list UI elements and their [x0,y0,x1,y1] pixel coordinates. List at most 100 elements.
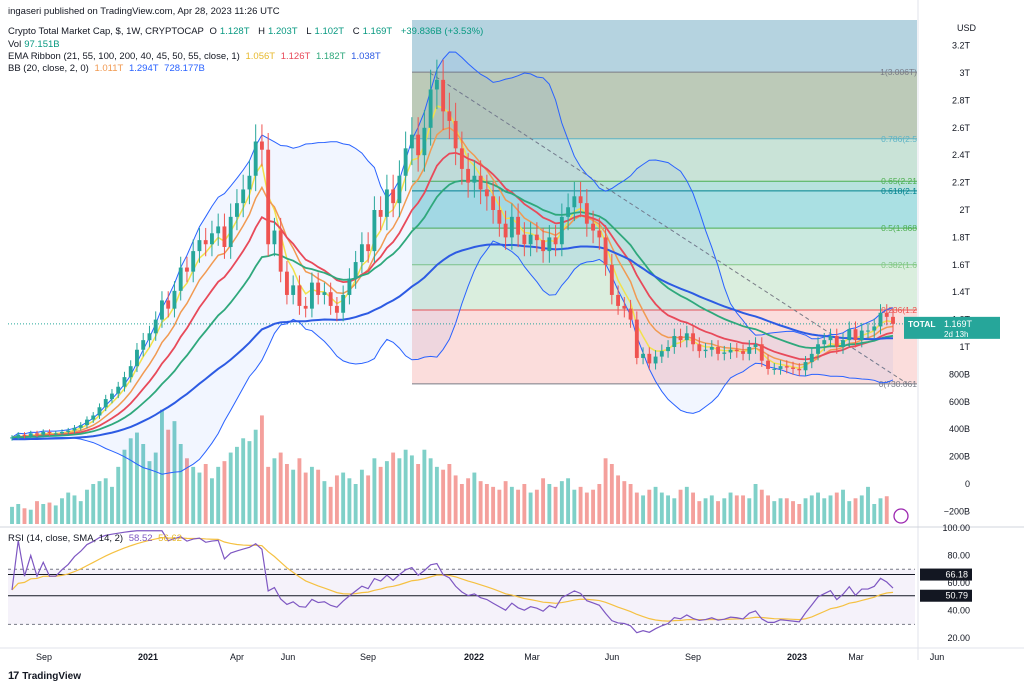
tradingview-logo[interactable]: 17 TradingView [8,670,81,682]
last-price-tag [904,316,1000,339]
volume-bar [459,484,464,524]
candle [384,189,389,217]
candle [597,230,602,238]
volume-bar [616,475,621,524]
candle [416,134,421,156]
candle [641,353,646,358]
volume-bar [884,496,889,524]
candle [628,308,633,320]
volume-bar [278,452,283,524]
candle [759,344,764,361]
volume-bar [822,498,827,524]
last-price-countdown: 2d 13h [944,330,968,339]
volume-bar [85,489,89,524]
volume-bar [22,508,27,524]
volume-legend[interactable]: Vol 97.151B [8,39,63,51]
candle [441,79,446,112]
candle [741,351,745,354]
candle [91,415,96,420]
volume-bar [160,409,164,524]
rsi-tick-label: 60.00 [947,578,970,588]
volume-bar [41,504,46,524]
candle [884,312,889,317]
candle [634,319,639,358]
volume-bar [297,458,302,524]
price-tick-label: 3T [959,68,970,78]
candle [253,141,258,176]
volume-bar [641,495,646,524]
volume-bar [534,489,539,524]
candle [797,368,802,371]
bb-value-upper: 1.294T [128,63,159,74]
rsi-legend[interactable]: RSI (14, close, SMA, 14, 2) 58.52 56.62 [8,533,185,545]
volume-bar [684,486,689,524]
candle [372,210,377,252]
candle [153,319,158,334]
candle [503,223,508,238]
fib-zone-5 [412,264,917,311]
candle [85,419,89,426]
volume-bar [103,478,108,524]
candle [509,216,514,238]
candle [116,386,121,394]
candle [316,282,321,295]
candle [391,189,396,204]
ema-ribbon-55 [11,126,894,439]
candle [453,120,458,149]
candle [816,344,820,354]
volume-bar [28,509,33,524]
rsi-sma-tag [920,589,972,602]
ema-legend[interactable]: EMA Ribbon (21, 55, 100, 200, 40, 45, 50… [8,51,384,63]
candle [309,282,314,309]
volume-bar [284,464,289,524]
volume-bar [185,458,189,524]
candle [553,237,558,245]
volume-bar [222,461,227,524]
volume-bar [422,449,427,524]
candle [703,349,708,352]
volume-bar [60,498,64,524]
candle [60,431,64,434]
last-price-value: 1.169T [944,319,973,329]
candle [872,326,877,331]
symbol-legend[interactable]: Crypto Total Market Cap, $, 1W, CRYPTOCA… [8,26,486,38]
volume-bar [522,484,527,524]
candle [809,353,814,363]
fib-label-2: 0.65(2.21 [881,176,917,186]
candle [859,330,864,341]
volume-bar [666,495,671,524]
fib-zone-2 [412,181,917,191]
price-axis-unit: USD [957,23,977,33]
ohlc-change: +39.836B (+3.53%) [400,26,484,37]
candle [291,285,296,295]
volume-bar [797,504,802,524]
price-tick-label: 1.4T [952,287,971,297]
rsi-tick-label: 80.00 [947,551,970,561]
rsi-label: RSI (14, close, SMA, 14, 2) [8,533,124,544]
volume-bar [628,484,633,524]
volume-bar [578,486,583,524]
volume-bar [691,492,695,524]
candle [110,393,114,400]
volume-bar [16,504,21,524]
ema-value-3: 1.182T [315,51,346,62]
candle [16,434,21,438]
volume-bar [166,429,171,524]
candle [853,329,858,341]
price-tick-label: 1.8T [952,232,971,242]
volume-bar [509,486,514,524]
candle [666,347,671,352]
candle [478,175,483,190]
rsi-tick-label: 100.00 [942,523,970,533]
volume-value: 97.151B [24,39,60,50]
bb-legend[interactable]: BB (20, close, 2, 0) 1.011T 1.294T 728.1… [8,63,208,75]
volume-bar [110,486,114,524]
volume-bar [128,438,133,524]
volume-bar [353,484,358,524]
candle [772,368,777,370]
candle [697,344,702,352]
candle [328,292,333,306]
volume-bar [541,478,546,524]
volume-bar [622,481,627,524]
